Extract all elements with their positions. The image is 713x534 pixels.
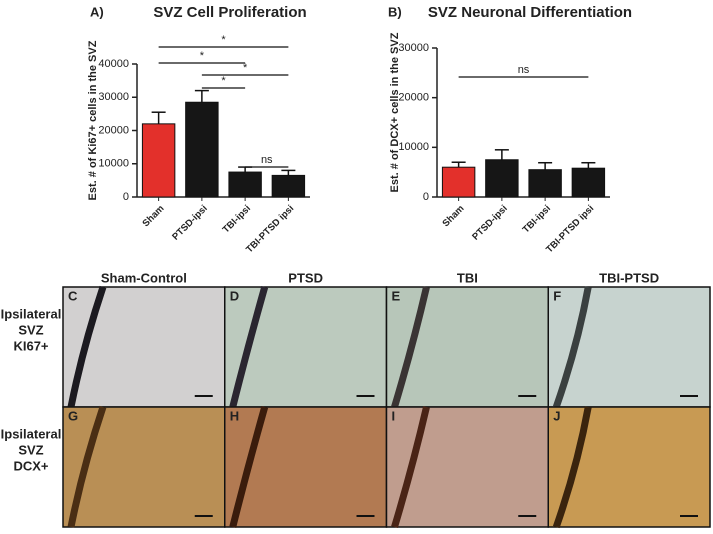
- scale-bar: [194, 515, 213, 517]
- x-tick-label: PTSD-ipsi: [170, 203, 210, 243]
- panel-label: A): [90, 4, 104, 19]
- row-label: SVZ: [18, 442, 43, 457]
- y-tick-label: 0: [123, 191, 129, 203]
- significance-label: *: [243, 62, 248, 74]
- scale-bar: [356, 515, 375, 517]
- column-header: TBI-PTSD: [599, 270, 659, 285]
- bar: [271, 174, 306, 198]
- row-label: DCX+: [13, 458, 48, 473]
- column-header: PTSD: [288, 270, 323, 285]
- significance-label: ns: [261, 154, 273, 166]
- x-tick-label: PTSD-ipsi: [470, 203, 510, 243]
- scale-bar: [518, 515, 537, 517]
- y-tick-label: 20000: [98, 124, 129, 136]
- panel-letter: I: [392, 408, 396, 423]
- scale-bar: [680, 395, 698, 397]
- y-tick-label: 10000: [398, 141, 429, 153]
- chart-title: SVZ Neuronal Differentiation: [428, 4, 632, 21]
- panel-label: B): [388, 4, 402, 19]
- y-axis-label: Est. # of Ki67+ cells in the SVZ: [87, 40, 99, 200]
- significance-label: *: [221, 34, 226, 46]
- y-tick-label: 30000: [98, 91, 129, 103]
- row-label: Ipsilateral: [1, 306, 62, 321]
- scale-bar: [356, 395, 375, 397]
- tissue-edge: [229, 286, 269, 408]
- bar: [485, 159, 519, 198]
- bar: [185, 101, 219, 198]
- y-tick-label: 30000: [398, 42, 429, 54]
- chart-title: SVZ Cell Proliferation: [153, 4, 306, 21]
- y-axis-label: Est. # of DCX+ cells in the SVZ: [389, 32, 401, 192]
- x-tick-label: Sham: [140, 203, 166, 229]
- panel-letter: E: [392, 288, 401, 303]
- bar: [141, 123, 176, 198]
- y-tick-label: 10000: [98, 158, 129, 170]
- panel-letter: H: [230, 408, 239, 423]
- panel-letter: D: [230, 288, 239, 303]
- row-label: KI67+: [13, 338, 48, 353]
- panel-letter: F: [553, 288, 561, 303]
- micrograph: [62, 406, 226, 528]
- x-tick-label: TBI-ipsi: [521, 203, 553, 235]
- tissue-edge: [391, 286, 430, 409]
- column-header: TBI: [457, 270, 478, 285]
- x-tick-label: TBI-ipsi: [221, 203, 253, 235]
- bar: [528, 169, 562, 198]
- tissue-edge: [552, 286, 592, 409]
- panel-letter: C: [68, 288, 78, 303]
- scale-bar: [518, 395, 537, 397]
- y-tick-label: 0: [423, 191, 429, 203]
- tissue-edge: [229, 406, 269, 528]
- tissue-edge: [67, 405, 107, 528]
- row-label: Ipsilateral: [1, 426, 62, 441]
- tissue-edge: [67, 285, 107, 408]
- y-tick-label: 20000: [398, 92, 429, 104]
- bar: [228, 171, 262, 198]
- tissue-edge: [552, 406, 592, 529]
- panel-letter: G: [68, 408, 78, 423]
- significance-label: *: [221, 75, 226, 87]
- scale-bar: [680, 515, 698, 517]
- column-header: Sham-Control: [101, 270, 187, 285]
- significance-label: *: [200, 50, 205, 62]
- significance-label: ns: [518, 64, 530, 76]
- tissue-edge: [391, 406, 430, 529]
- micrograph: [62, 286, 226, 408]
- panel-letter: J: [553, 408, 560, 423]
- bar: [441, 166, 476, 198]
- bar: [571, 167, 606, 198]
- y-tick-label: 40000: [98, 58, 129, 70]
- x-tick-label: Sham: [440, 203, 466, 229]
- row-label: SVZ: [18, 322, 43, 337]
- scale-bar: [194, 395, 213, 397]
